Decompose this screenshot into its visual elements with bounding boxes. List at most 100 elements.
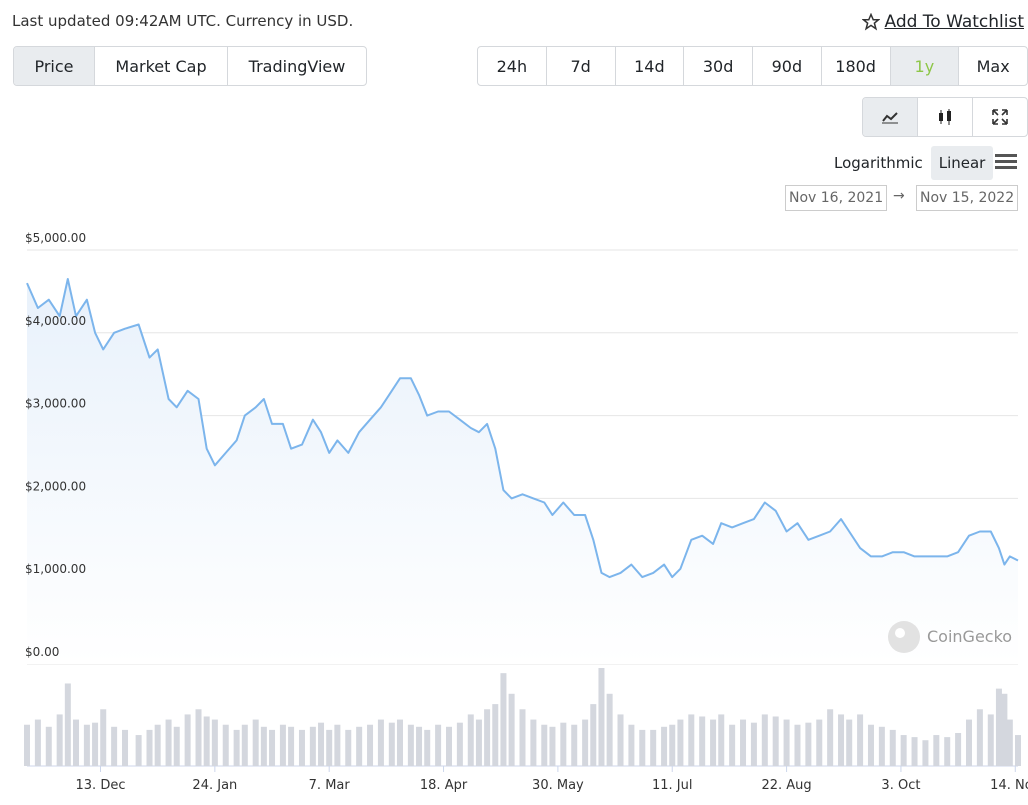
volume-bar [56, 714, 63, 766]
volume-bar [445, 726, 452, 766]
volume-bar [1006, 719, 1013, 766]
watermark-text: CoinGecko [927, 627, 1012, 646]
scale-option[interactable]: Linear [930, 146, 994, 180]
x-tick-label: 11. Jul [652, 778, 693, 793]
volume-bar [598, 668, 605, 766]
expand-icon [992, 109, 1008, 125]
x-tick-label: 18. Apr [420, 778, 468, 793]
volume-bar [677, 719, 684, 766]
volume-bar [73, 719, 80, 766]
volume-bar [750, 722, 757, 766]
candle-chart-button[interactable] [918, 98, 973, 136]
y-tick-label: $0.00 [25, 645, 59, 659]
volume-bar [135, 735, 142, 766]
x-tick-label: 7. Mar [309, 778, 351, 793]
volume-bar [761, 714, 768, 766]
volume-bar [467, 714, 474, 766]
volume-bar [435, 724, 442, 766]
volume-bar [590, 704, 597, 766]
volume-bar [688, 714, 695, 766]
volume-bar [867, 724, 874, 766]
range-button[interactable]: 7d [547, 47, 616, 85]
volume-bar [783, 719, 790, 766]
volume-bar [976, 709, 983, 766]
volume-bar [944, 737, 951, 766]
volume-bar [269, 729, 276, 766]
volume-bar [1015, 735, 1021, 766]
volume-bar [45, 726, 52, 766]
range-button[interactable]: 30d [684, 47, 753, 85]
chart-style-group [862, 97, 1028, 137]
tab-button[interactable]: Price [14, 47, 95, 85]
tab-button[interactable]: Market Cap [95, 47, 228, 85]
scale-switch: Logarithmic Linear [826, 146, 994, 180]
volume-bar [165, 719, 172, 766]
date-arrow: → [893, 188, 905, 204]
volume-bar [309, 726, 316, 766]
y-tick-label: $3,000.00 [25, 397, 86, 411]
volume-bar [111, 726, 118, 766]
fullscreen-button[interactable] [973, 98, 1027, 136]
range-button[interactable]: 14d [616, 47, 685, 85]
volume-bar [100, 709, 107, 766]
menu-icon[interactable] [995, 153, 1017, 171]
volume-bar [617, 714, 624, 766]
volume-bar [279, 724, 286, 766]
y-tick-label: $1,000.00 [25, 562, 86, 576]
range-button[interactable]: 1y [890, 47, 960, 85]
volume-bar [24, 724, 30, 766]
volume-bar [900, 735, 907, 766]
volume-bar [987, 714, 994, 766]
y-tick-label: $4,000.00 [25, 314, 86, 328]
y-tick-label: $2,000.00 [25, 479, 86, 493]
watchlist-text: Add To Watchlist [884, 12, 1024, 32]
volume-bar [326, 729, 333, 766]
range-button[interactable]: 180d [822, 47, 891, 85]
range-button[interactable]: 24h [478, 47, 547, 85]
volume-bar [878, 726, 885, 766]
volume-bar [367, 724, 374, 766]
volume-bar [794, 724, 801, 766]
volume-bar [650, 729, 657, 766]
scale-option[interactable]: Logarithmic [834, 154, 923, 172]
volume-bar [146, 729, 153, 766]
x-tick-label: 24. Jan [192, 778, 237, 793]
watchlist-link[interactable]: Add To Watchlist [862, 12, 1024, 32]
volume-bar [377, 719, 384, 766]
volume-bar [922, 740, 929, 766]
volume-bar [298, 729, 305, 766]
tab-button[interactable]: TradingView [248, 56, 346, 76]
range-button[interactable]: 90d [753, 47, 822, 85]
volume-bar [639, 729, 646, 766]
date-to[interactable]: Nov 15, 2022 [916, 185, 1019, 211]
x-tick-label: 30. May [532, 778, 584, 793]
volume-bar [805, 722, 812, 766]
volume-bar [955, 732, 962, 766]
volume-bar [571, 724, 578, 766]
volume-bar [34, 719, 41, 766]
last-updated: Last updated 09:42AM UTC. Currency in US… [12, 12, 354, 30]
range-button[interactable]: Max [976, 56, 1010, 76]
line-chart-button[interactable] [863, 98, 918, 136]
x-tick-label: 22. Aug [761, 778, 811, 793]
volume-bar [911, 737, 918, 766]
volume-bar [710, 719, 717, 766]
date-from[interactable]: Nov 16, 2021 [785, 185, 888, 211]
volume-bar [628, 724, 635, 766]
volume-bar [549, 726, 556, 766]
volume-bar [260, 726, 267, 766]
volume-bar [288, 726, 295, 766]
volume-bar [889, 729, 896, 766]
volume-bar [816, 719, 823, 766]
tab-group: Price Market Cap TradingView [13, 46, 367, 86]
volume-bar [203, 716, 210, 766]
volume-bar [1001, 693, 1008, 766]
price-line [26, 278, 1019, 579]
y-tick-label: $5,000.00 [25, 231, 86, 245]
volume-bar [345, 729, 352, 766]
volume-bar [195, 709, 202, 766]
volume-bar [729, 724, 736, 766]
